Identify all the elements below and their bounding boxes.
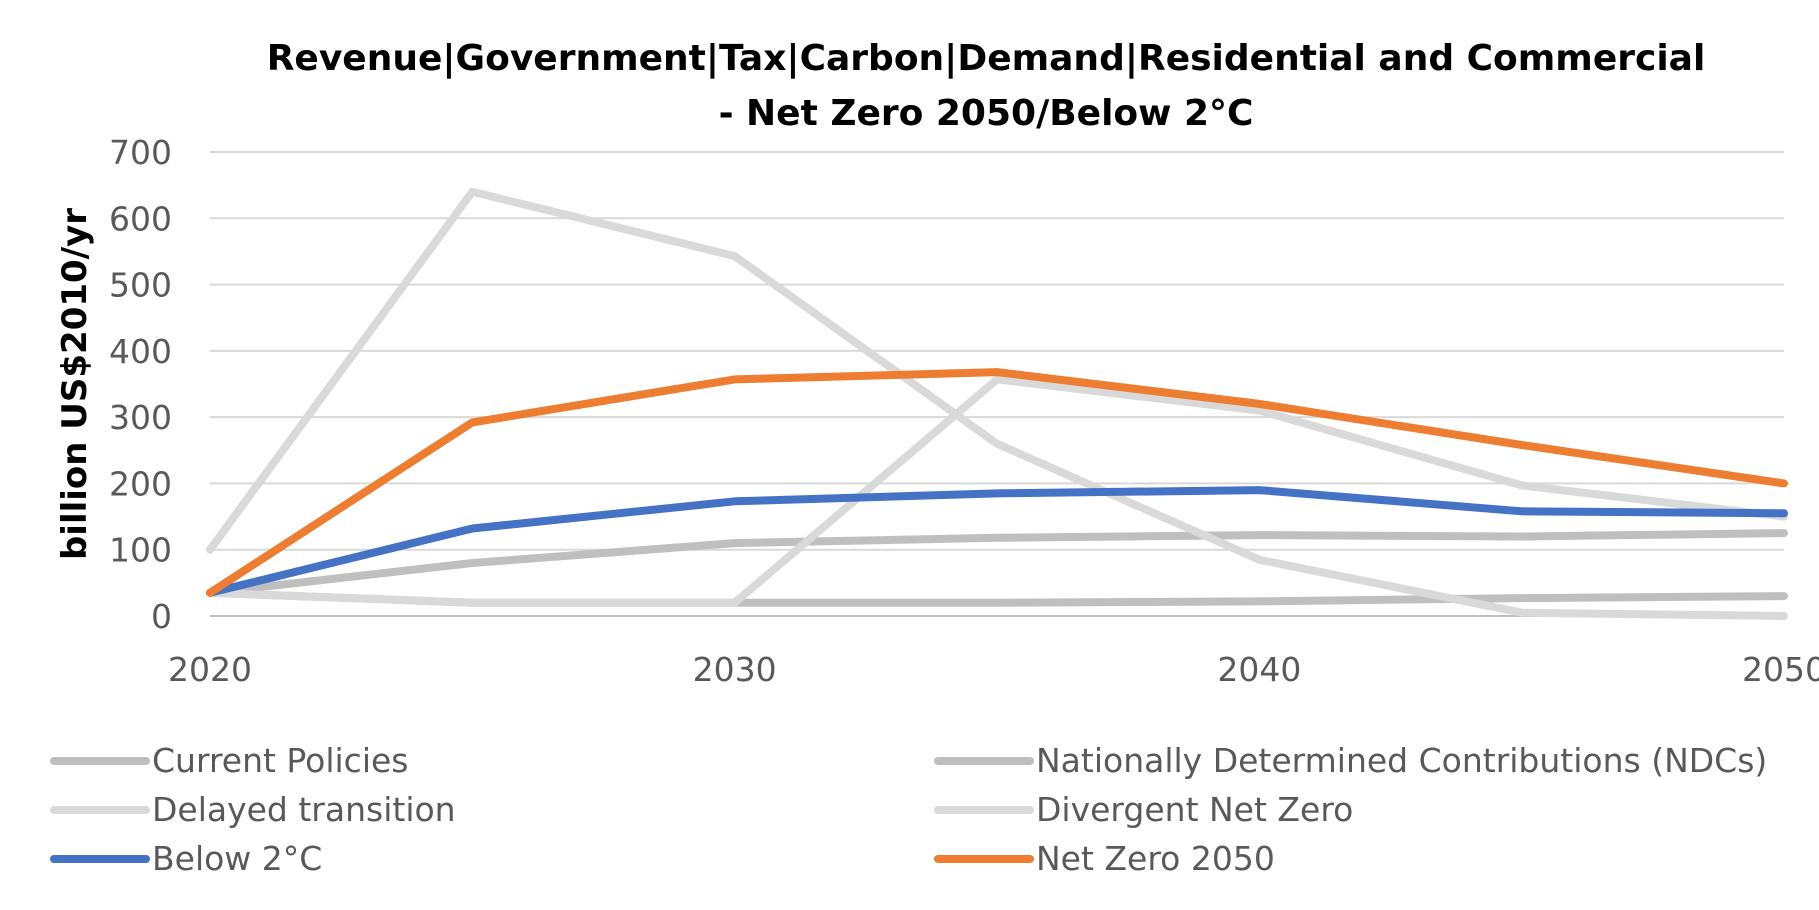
- y-axis-label: billion US$2010/yr: [55, 208, 95, 560]
- series-line-5: [206, 368, 1788, 597]
- legend-label: Divergent Net Zero: [1036, 790, 1353, 829]
- series-line-4: [206, 486, 1788, 597]
- legend: Current Policies Nationally Determined Co…: [50, 741, 1767, 878]
- y-tick-label: 500: [109, 266, 172, 305]
- series-line-3: [206, 375, 1788, 607]
- y-tick-label: 300: [109, 398, 172, 437]
- x-tick-label: 2050: [1742, 650, 1819, 689]
- x-tick-label: 2030: [693, 650, 777, 689]
- legend-label: Nationally Determined Contributions (NDC…: [1036, 741, 1767, 780]
- legend-label: Current Policies: [152, 741, 409, 780]
- y-tick-label: 100: [109, 531, 172, 570]
- y-tick-label: 600: [109, 199, 172, 238]
- series-line-2: [206, 187, 1788, 620]
- x-tick-label: 2040: [1217, 650, 1301, 689]
- x-tick-label: 2020: [168, 650, 252, 689]
- y-tick-label: 200: [109, 464, 172, 503]
- y-tick-label: 400: [109, 332, 172, 371]
- legend-label: Below 2°C: [152, 839, 322, 878]
- gridlines: [210, 151, 1784, 617]
- y-tick-labels: 0 100 200 300 400 500 600 700: [109, 133, 172, 636]
- legend-label: Delayed transition: [152, 790, 456, 829]
- legend-label: Net Zero 2050: [1036, 839, 1275, 878]
- series-lines: [206, 187, 1788, 620]
- chart-title-line-2: - Net Zero 2050/Below 2°C: [719, 93, 1254, 134]
- series-line-1: [206, 529, 1788, 597]
- chart-title-line-1: Revenue|Government|Tax|Carbon|Demand|Res…: [267, 38, 1706, 79]
- y-tick-label: 700: [109, 133, 172, 172]
- x-tick-labels: 2020 2030 2040 2050: [168, 650, 1819, 689]
- y-tick-label: 0: [151, 597, 172, 636]
